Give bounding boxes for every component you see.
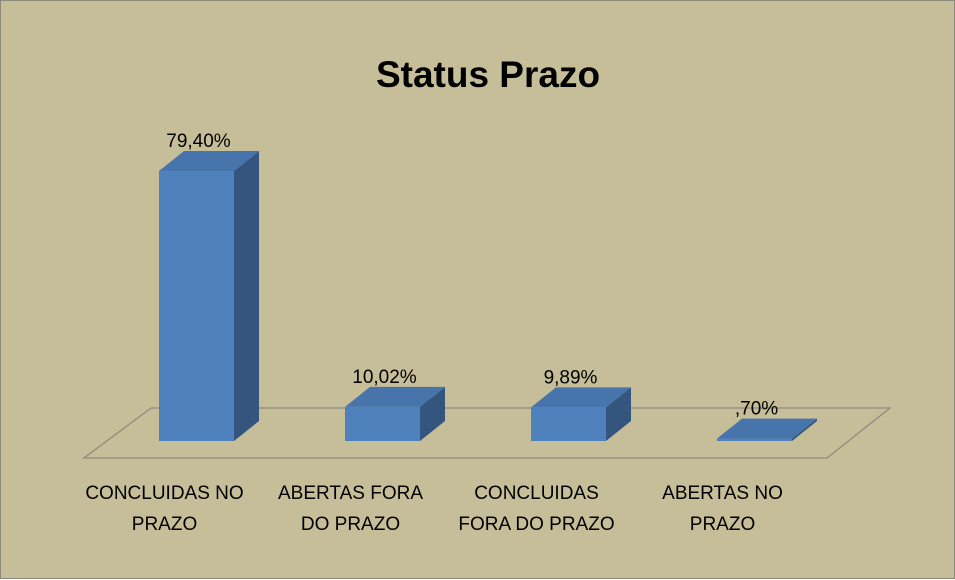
x-tick-label: ABERTAS FORA DO PRAZO [278,483,423,535]
x-tick-label: CONCLUIDAS FORA DO PRAZO [458,483,615,535]
bar-side [420,386,445,441]
bar-top [345,386,445,407]
bar-side [792,418,817,441]
bar [159,171,234,442]
data-label: 9,89% [544,367,598,388]
chart-title: Status Prazo [376,54,600,95]
x-tick-label: CONCLUIDAS NO PRAZO [85,483,244,535]
bar-side [606,387,631,441]
bar [345,406,420,441]
data-label: 10,02% [352,367,417,388]
data-label: ,70% [735,399,778,420]
floor [82,407,892,459]
x-tick-label: ABERTAS NO PRAZO [662,483,783,535]
bar [717,438,792,441]
bar [531,407,606,441]
bar-top [531,387,631,408]
data-label: 79,40% [166,131,231,152]
bar-top [717,418,817,439]
bar-side [234,151,259,442]
bar-top [159,151,259,172]
